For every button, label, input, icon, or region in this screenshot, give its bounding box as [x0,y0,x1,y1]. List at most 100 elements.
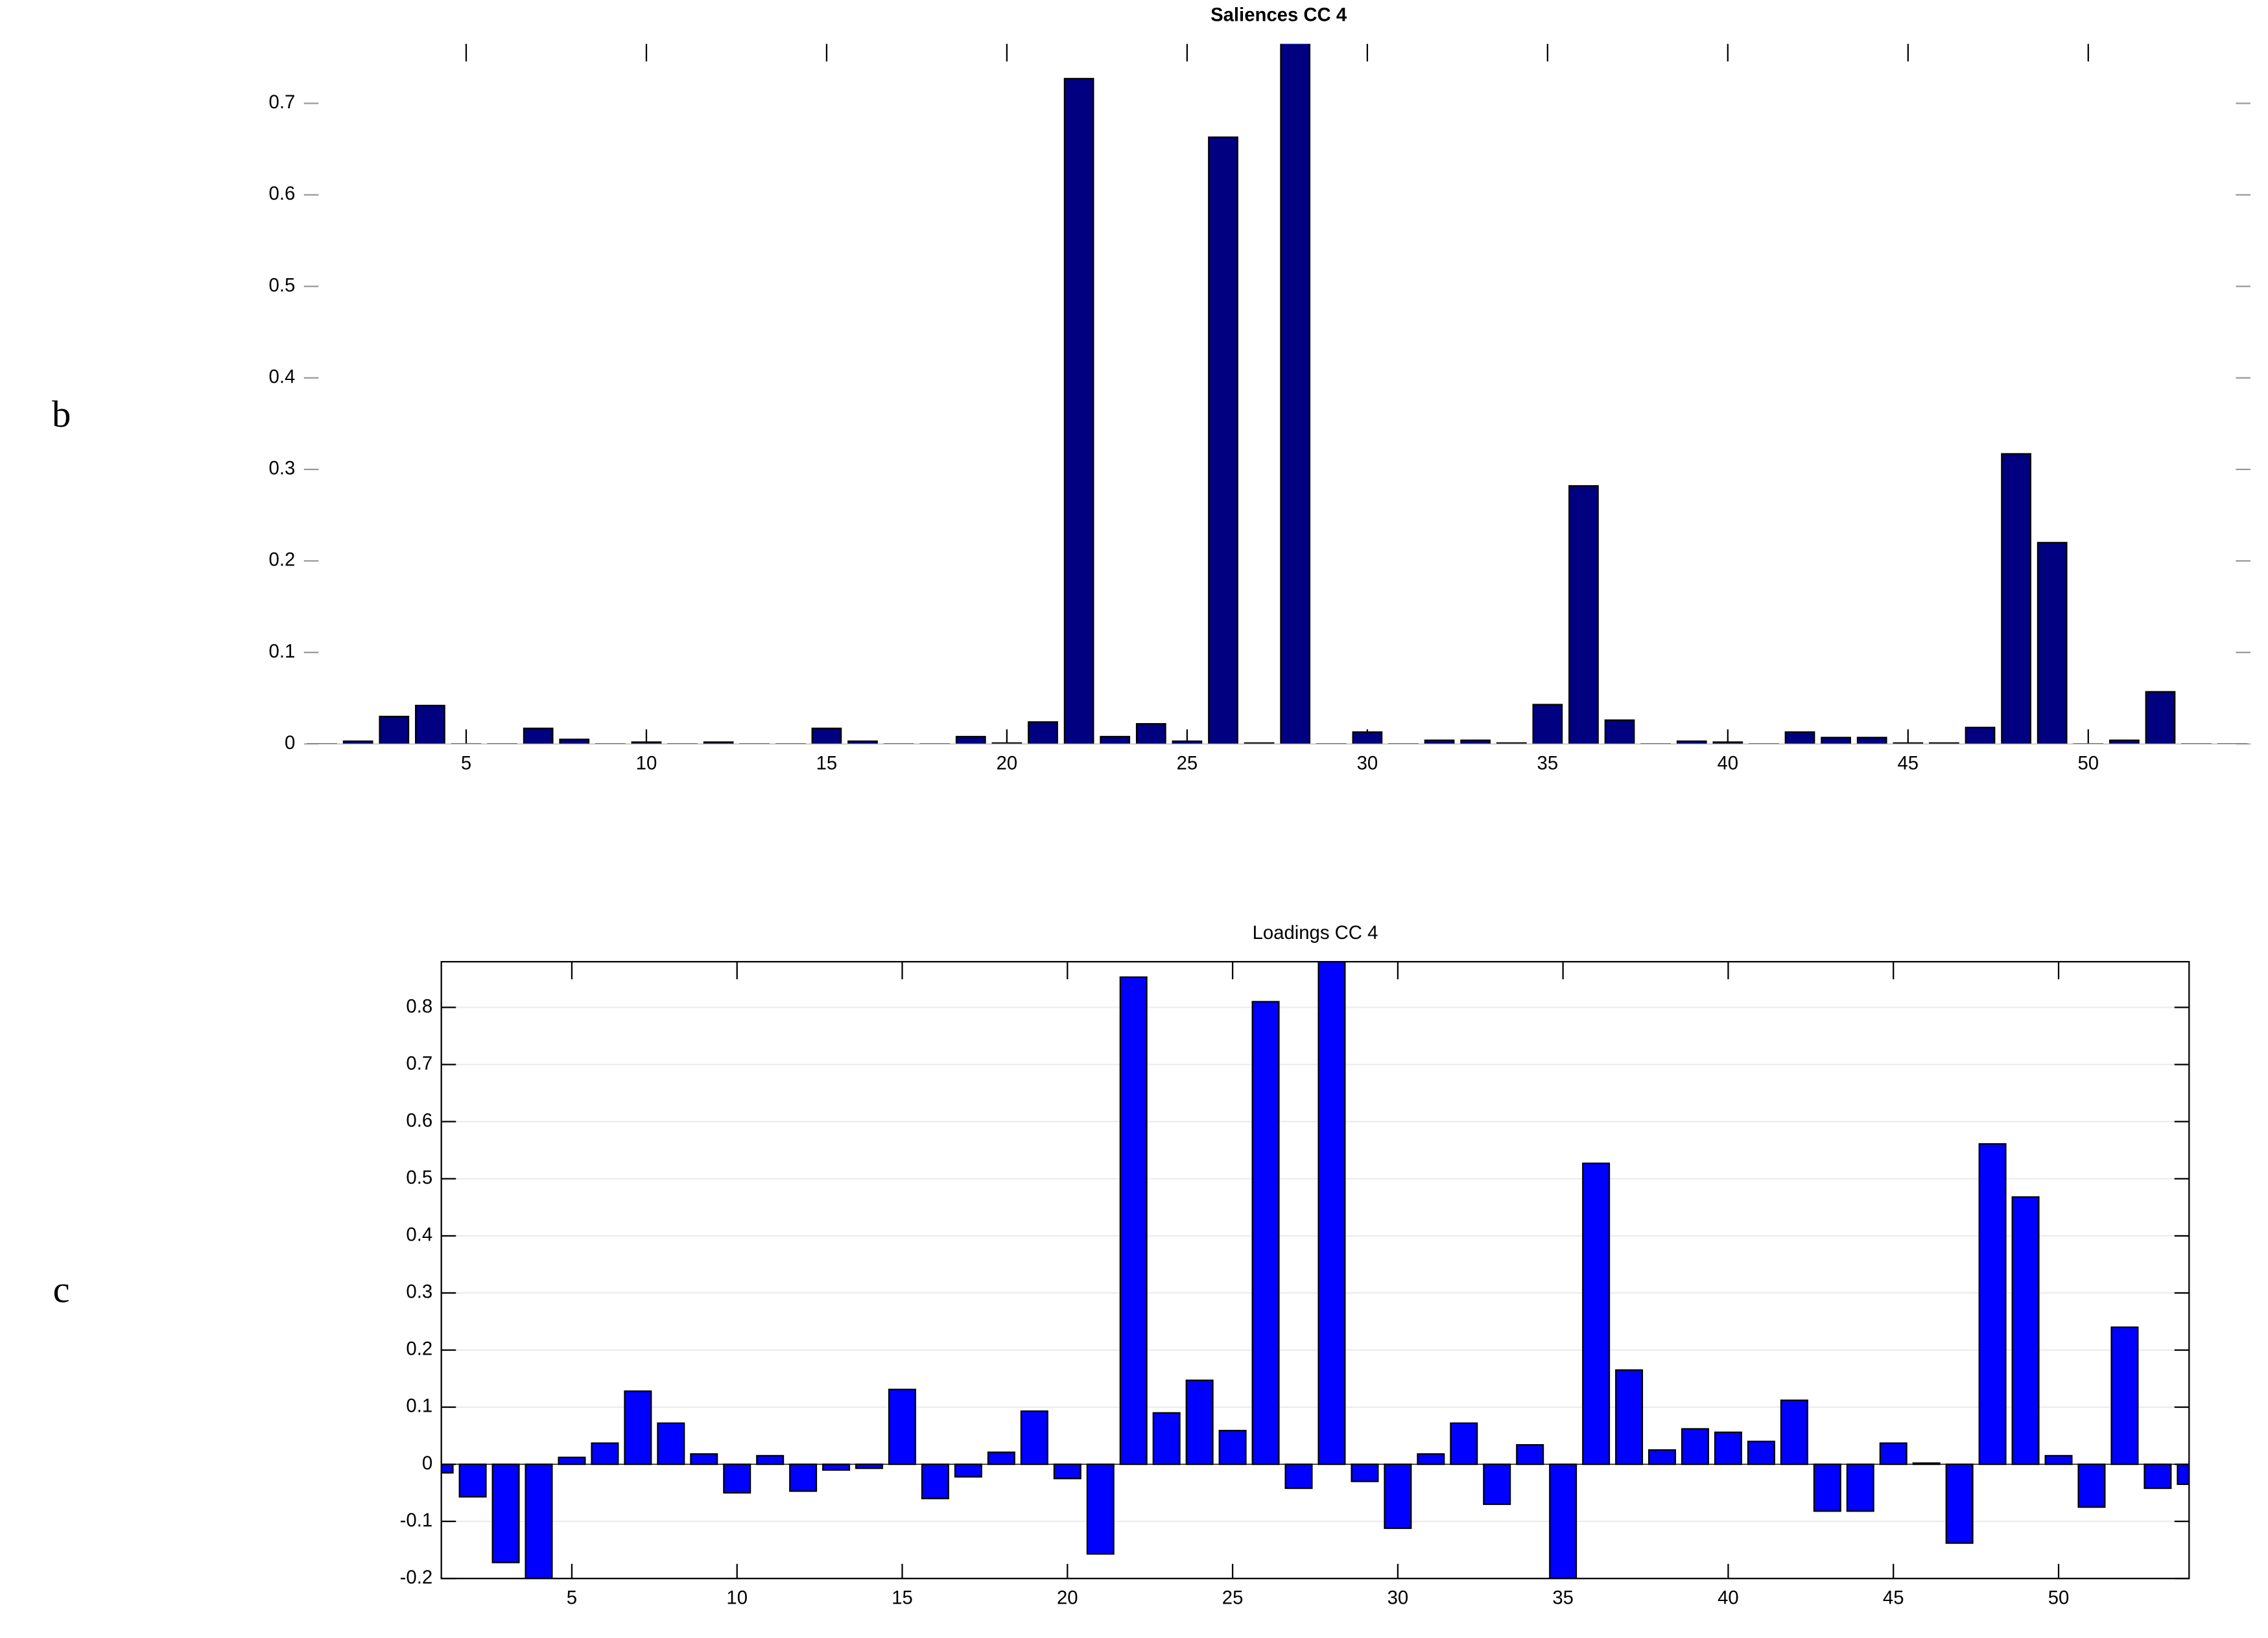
chart-title: Loadings CC 4 [1253,922,1378,944]
bar [1384,1463,1412,1529]
x-tick-label: 10 [726,1587,748,1609]
y-tick-label: 0.6 [406,1110,432,1131]
bar [1714,1431,1742,1466]
bar [1780,1399,1808,1466]
bar [1929,742,1959,744]
bar [1846,1463,1874,1512]
bar [1100,735,1131,744]
bar [991,742,1022,744]
y-tick-label: 0.4 [406,1224,432,1246]
bar [559,739,590,744]
bar [921,1463,949,1500]
x-tick-label: 50 [2077,753,2099,774]
y-tick-label: 0.2 [406,1338,432,1360]
bar [1532,704,1563,744]
bar [1978,1143,2007,1466]
x-tick-label: 20 [997,753,1018,774]
bars [307,43,2248,744]
bar [1135,723,1166,744]
y-tick-label: 0.5 [269,274,296,296]
bar [756,1454,785,1466]
y-tick-label: 0.3 [406,1281,432,1303]
bar [558,1456,586,1466]
bar [1821,737,1851,744]
bar [1424,739,1455,744]
x-tick-label: 25 [1222,1587,1244,1609]
bar [2145,691,2176,744]
x-tick-label: 45 [1883,1587,1904,1609]
bar [847,740,878,744]
y-tick-label: 0.1 [269,641,296,662]
x-tick-label: 10 [636,753,657,774]
bar [1879,1442,1908,1466]
bar [415,704,445,744]
bar [1244,742,1275,744]
bar [1516,1444,1544,1466]
bar [441,1463,454,1474]
x-tick-label: 35 [1537,753,1559,774]
bar [2001,453,2031,744]
x-tick-label: 50 [2048,1587,2070,1609]
x-tick-label: 5 [567,1587,577,1609]
y-tick-label: 0.3 [269,458,296,479]
bar [1317,962,1346,1466]
bar [1218,1429,1247,1466]
bar [1280,43,1311,744]
bar [1351,1463,1379,1482]
bar [1549,1463,1577,1579]
bar [1053,1463,1081,1480]
y-tick-label: 0.8 [406,995,432,1017]
bar [1568,485,1599,744]
bar [723,1463,751,1494]
y-tick-label: 0.7 [269,91,296,113]
bar [1648,1449,1677,1466]
x-tick-label: 5 [461,753,471,774]
bar [1604,719,1635,744]
bar [1582,1162,1611,1466]
chart-title: Saliences CC 4 [1211,5,1347,26]
bar [1676,740,1707,744]
x-tick-label: 15 [816,753,838,774]
bar [657,1422,685,1466]
bars [441,962,2190,1579]
y-tick-label: 0.1 [406,1395,432,1417]
panel-label: c [53,1268,70,1311]
x-tick-label: 20 [1057,1587,1078,1609]
x-tick-label: 40 [1718,753,1739,774]
bar [1784,731,1815,744]
panel-label: b [52,393,71,435]
bar [2109,739,2140,744]
bar [1251,1001,1280,1466]
bar [1417,1453,1445,1466]
bar [458,1463,487,1498]
y-tick-label: 0.2 [269,549,296,571]
bar [2044,1454,2073,1466]
bar [1460,739,1491,744]
bar [1086,1463,1115,1555]
bar [855,1463,884,1469]
bar [1496,742,1527,744]
bar [690,1453,718,1466]
bar [342,740,373,744]
bar [1615,1369,1644,1466]
bar [789,1463,818,1492]
x-tick-label: 30 [1388,1587,1409,1609]
bar [1681,1428,1709,1466]
bar [1284,1463,1313,1490]
bar [1893,742,1924,744]
y-tick-label: -0.1 [400,1510,432,1531]
bar [1172,740,1203,744]
bar [955,735,986,744]
y-tick-label: 0.5 [406,1167,432,1188]
bar [2011,1196,2040,1466]
bar [2077,1463,2106,1508]
bar [1028,721,1058,744]
bar [1119,976,1148,1466]
bar [1813,1463,1841,1512]
x-tick-label: 15 [892,1587,913,1609]
y-tick-label: 0.4 [269,366,296,388]
bar [811,728,842,744]
y-tick-label: 0.7 [406,1052,432,1074]
